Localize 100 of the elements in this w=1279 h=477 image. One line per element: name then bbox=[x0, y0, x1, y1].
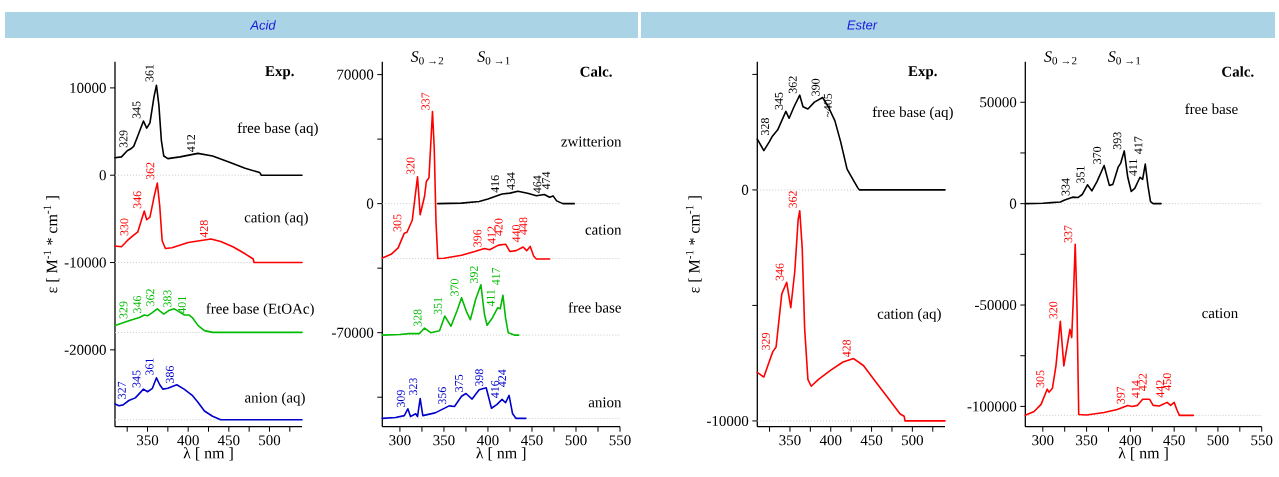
x-tick-label: 500 bbox=[1207, 435, 1229, 446]
annotation: 345 bbox=[774, 92, 783, 110]
series-label: free base (EtOAc) bbox=[206, 303, 314, 317]
y-tick-label: 10000 bbox=[70, 82, 106, 93]
annotation: 370 bbox=[450, 278, 459, 296]
y-tick-label: -70000 bbox=[331, 327, 374, 338]
text: cation bbox=[585, 224, 622, 235]
x-tick-label: 450 bbox=[521, 435, 543, 446]
chart-title: Ester bbox=[847, 20, 878, 30]
annotation: S$_{0 →1}$ bbox=[1108, 51, 1141, 65]
y-tick-label: 0 bbox=[1009, 198, 1017, 209]
annotation: 346 bbox=[775, 263, 784, 281]
annotation: 327 bbox=[117, 381, 126, 399]
annotation: 442 bbox=[1156, 380, 1165, 398]
annotation: 417 bbox=[1134, 136, 1143, 154]
annotation: 346 bbox=[133, 295, 142, 313]
annotation: 362 bbox=[146, 162, 155, 180]
annotation: 305 bbox=[1036, 370, 1045, 388]
annotation: 362 bbox=[788, 76, 797, 94]
annotation: 390 bbox=[811, 78, 820, 96]
series-label: free base (aq) bbox=[237, 122, 318, 137]
annotation: 434 bbox=[506, 172, 515, 190]
annotation: 329 bbox=[119, 130, 128, 148]
x-tick-label: 550 bbox=[1251, 435, 1273, 446]
annotation: 397 bbox=[1116, 386, 1125, 404]
annotation: 401 bbox=[177, 296, 187, 314]
annotation: 375 bbox=[454, 374, 463, 392]
annotation: 362 bbox=[788, 191, 797, 208]
annotation: 361 bbox=[145, 64, 154, 82]
annotation: 370 bbox=[1093, 146, 1102, 164]
annotation: 411 bbox=[1129, 159, 1137, 176]
x-axis-title: λ [ nm ] bbox=[476, 447, 526, 461]
annotation: 328 bbox=[760, 118, 770, 135]
line-series bbox=[756, 209, 946, 422]
text: zwitterion bbox=[561, 136, 622, 147]
y-tick-label: -10000 bbox=[707, 415, 749, 426]
series-label: anion (aq) bbox=[245, 392, 305, 406]
x-tick-label: 300 bbox=[389, 435, 411, 446]
y-tick-label: -20000 bbox=[64, 344, 106, 355]
annotation: 398 bbox=[475, 369, 484, 387]
chart-subtitle: Exp. bbox=[908, 66, 937, 80]
annotation: S$_{0 →2}$ bbox=[410, 51, 444, 65]
line-series bbox=[1024, 243, 1195, 417]
annotation: 412 bbox=[186, 134, 195, 152]
annotation: 464 bbox=[533, 175, 542, 193]
annotation: 346 bbox=[133, 191, 142, 209]
annotation: S$_{0 →2}$ bbox=[1044, 51, 1077, 65]
y-tick-label: 0 bbox=[741, 184, 749, 195]
text: anion bbox=[588, 397, 622, 408]
annotation: 328 bbox=[413, 309, 422, 327]
annotation: 329 bbox=[119, 301, 128, 319]
annotation: 416 bbox=[491, 380, 500, 398]
annotation: 428 bbox=[842, 339, 851, 358]
y-tick-label: -100000 bbox=[967, 401, 1017, 412]
annotation: 383 bbox=[163, 290, 172, 308]
x-tick-label: 350 bbox=[137, 435, 159, 446]
y-tick-label: -10000 bbox=[64, 257, 106, 268]
x-tick-label: 550 bbox=[609, 435, 631, 446]
x-tick-label: 350 bbox=[433, 435, 455, 446]
text: cation (aq) bbox=[877, 308, 941, 322]
annotation: 351 bbox=[433, 297, 442, 315]
y-axis-title: ε [ M$^{-1}$ * cm$^{-1}$ ] bbox=[685, 196, 702, 293]
annotation: 428 bbox=[199, 220, 208, 238]
annotation: 424 bbox=[498, 369, 507, 387]
annotation: 420 bbox=[494, 218, 503, 236]
chart-subtitle: Calc. bbox=[1222, 66, 1254, 77]
annotation: 411 bbox=[486, 289, 495, 307]
annotation: 386 bbox=[165, 366, 174, 384]
line-series bbox=[381, 110, 551, 260]
x-tick-label: 350 bbox=[1076, 435, 1098, 446]
annotation: 351 bbox=[1076, 166, 1085, 184]
annotation: 362 bbox=[146, 289, 155, 306]
x-axis-title: λ [ nm ] bbox=[1118, 447, 1168, 461]
annotation: 417 bbox=[491, 267, 500, 286]
annotation: 337 bbox=[421, 92, 430, 110]
annotation: 393 bbox=[1113, 132, 1122, 150]
annotation: 361 bbox=[145, 358, 154, 376]
y-tick-label: 50000 bbox=[980, 97, 1017, 108]
annotation: 345 bbox=[132, 101, 141, 119]
annotation: 412 bbox=[487, 226, 496, 244]
annotation: 356 bbox=[438, 387, 447, 405]
annotation: 450 bbox=[1163, 373, 1172, 391]
annotation: 320 bbox=[1049, 301, 1058, 319]
annotation: 416 bbox=[491, 175, 500, 193]
x-tick-label: 400 bbox=[1119, 435, 1142, 446]
text: free base bbox=[1185, 103, 1238, 115]
y-axis-title: ε [ M$^{-1}$ * cm$^{-1}$ ] bbox=[43, 196, 60, 293]
x-axis-title: λ [ nm ] bbox=[183, 447, 233, 461]
x-tick-label: 450 bbox=[860, 435, 883, 446]
text: free base (aq) bbox=[872, 106, 953, 121]
x-tick-label: 400 bbox=[477, 435, 499, 446]
x-tick-label: 300 bbox=[1032, 435, 1054, 446]
x-tick-label: 500 bbox=[259, 435, 281, 446]
annotation: 414 bbox=[1131, 380, 1140, 398]
annotation: 305 bbox=[393, 214, 402, 232]
x-tick-label: 500 bbox=[565, 435, 587, 446]
annotation: 422 bbox=[1138, 373, 1147, 391]
x-tick-label: 500 bbox=[902, 435, 924, 446]
annotation: 330 bbox=[120, 218, 129, 236]
x-tick-label: 350 bbox=[779, 435, 801, 446]
